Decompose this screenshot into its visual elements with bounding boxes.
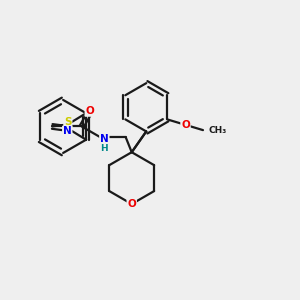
- Text: CH₃: CH₃: [208, 126, 226, 135]
- Text: O: O: [85, 106, 94, 116]
- Text: S: S: [64, 117, 72, 127]
- Text: N: N: [100, 134, 109, 144]
- Text: O: O: [127, 199, 136, 209]
- Text: N: N: [63, 126, 72, 136]
- Text: H: H: [100, 144, 108, 153]
- Text: O: O: [181, 120, 190, 130]
